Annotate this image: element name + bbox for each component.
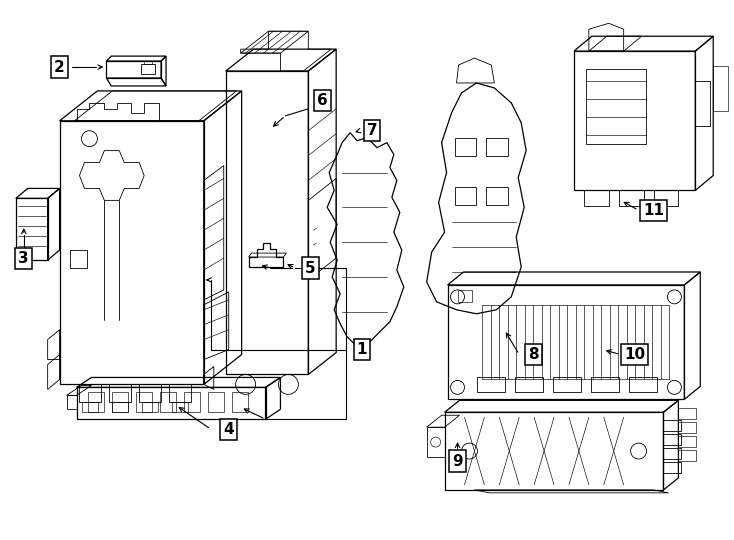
Text: 3: 3 — [18, 251, 29, 266]
Text: 2: 2 — [54, 59, 65, 75]
Text: 4: 4 — [223, 422, 234, 437]
Text: 11: 11 — [643, 203, 664, 218]
Text: 7: 7 — [367, 123, 377, 138]
Text: 8: 8 — [528, 347, 539, 362]
Text: 6: 6 — [317, 93, 327, 109]
Text: 5: 5 — [305, 260, 316, 275]
Text: 1: 1 — [357, 342, 367, 357]
Text: 10: 10 — [624, 347, 645, 362]
Text: 9: 9 — [452, 454, 463, 469]
